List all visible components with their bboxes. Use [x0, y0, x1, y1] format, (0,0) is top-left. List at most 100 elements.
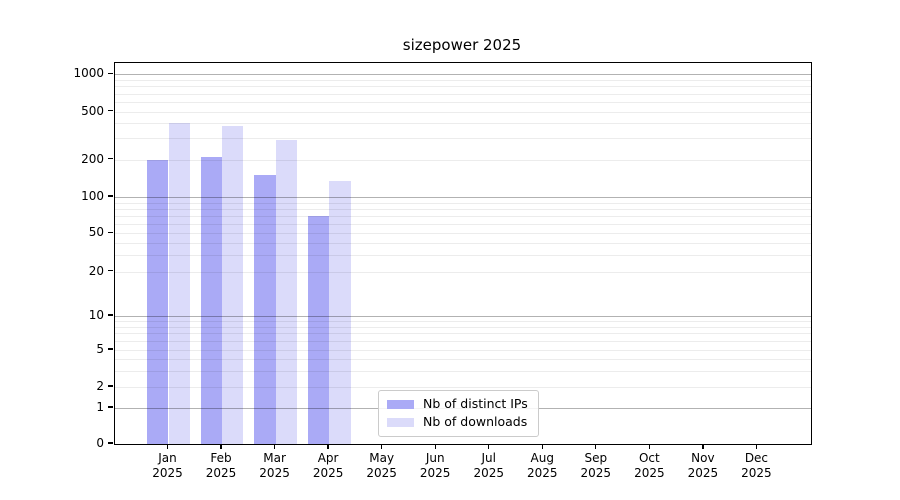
y-tick-label: 20	[88, 263, 104, 278]
plot-area	[114, 62, 812, 445]
x-tick	[755, 444, 758, 450]
minor-gridline	[115, 202, 811, 204]
x-tick-year: 2025	[687, 466, 719, 480]
legend-item-downloads: Nb of downloads	[387, 414, 528, 430]
chart-title: sizepower 2025	[402, 36, 522, 54]
x-tick	[434, 444, 436, 450]
minor-gridline	[115, 159, 811, 161]
x-tick-month: Oct	[638, 451, 660, 465]
minor-gridline	[115, 254, 811, 256]
y-tick-label: 2	[96, 379, 104, 393]
minor-gridline	[115, 208, 811, 210]
legend-label: Nb of downloads	[423, 414, 528, 429]
x-tick-label-sep: Sep 2025	[561, 451, 631, 481]
x-tick-year: 2025	[634, 466, 665, 480]
legend-label: Nb of distinct IPs	[423, 396, 528, 411]
x-tick	[220, 444, 222, 450]
bar-downloads-apr	[329, 180, 351, 444]
minor-gridline	[115, 350, 811, 351]
legend-item-distinct-ips: Nb of distinct IPs	[387, 396, 528, 412]
x-tick	[327, 444, 329, 450]
x-tick-label-mar: Mar 2025	[240, 451, 310, 481]
minor-gridline	[115, 326, 811, 328]
x-tick-year: 2025	[526, 466, 558, 480]
bar-downloads-jan	[168, 123, 190, 444]
y-tick	[108, 442, 113, 444]
x-tick	[166, 444, 169, 450]
bar-downloads-feb	[222, 126, 244, 444]
minor-gridline	[115, 101, 811, 103]
bar-downloads-mar	[275, 140, 297, 444]
y-tick-label: 200	[81, 151, 104, 166]
x-tick-label-nov: Nov 2025	[668, 451, 738, 481]
grid-layer	[115, 63, 811, 444]
y-tick-label: 500	[81, 103, 104, 118]
x-tick-year: 2025	[419, 466, 451, 480]
minor-gridline	[115, 359, 811, 360]
y-tick-label: 10	[88, 308, 104, 322]
bar-ips-jan	[147, 159, 169, 444]
minor-gridline	[115, 223, 811, 225]
x-tick-year: 2025	[259, 466, 290, 480]
minor-gridline	[115, 271, 811, 273]
minor-gridline	[115, 79, 811, 81]
x-tick-month: Jul	[481, 451, 496, 465]
minor-gridline	[115, 387, 811, 388]
y-tick	[108, 110, 113, 112]
y-tick-label: 1	[96, 400, 104, 414]
y-tick	[108, 314, 113, 316]
major-gridline	[115, 74, 811, 76]
minor-gridline	[115, 138, 811, 140]
x-tick-label-feb: Feb 2025	[186, 451, 256, 481]
x-tick-month: Apr	[317, 451, 339, 465]
bar-ips-mar	[254, 175, 276, 444]
y-tick-label: 100	[81, 189, 104, 203]
x-tick	[648, 444, 650, 450]
x-tick-label-apr: Apr 2025	[293, 451, 363, 481]
minor-gridline	[115, 111, 811, 113]
y-tick-label: 0	[96, 436, 104, 450]
x-tick-month: Aug	[530, 451, 554, 465]
major-gridline	[115, 197, 811, 198]
y-tick	[108, 406, 113, 408]
x-tick-label-jan: Jan 2025	[133, 451, 203, 481]
y-tick-label: 50	[88, 225, 104, 240]
minor-gridline	[115, 242, 811, 244]
minor-gridline	[115, 233, 811, 235]
x-tick-month: Sep	[584, 451, 608, 465]
x-tick	[273, 444, 276, 450]
x-tick-label-dec: Dec 2025	[721, 451, 791, 481]
x-tick-label-oct: Oct 2025	[614, 451, 684, 481]
x-tick-month: Feb	[210, 451, 232, 465]
x-tick	[488, 444, 490, 450]
x-tick-year: 2025	[312, 466, 344, 480]
x-tick-year: 2025	[152, 466, 183, 480]
bars-layer	[115, 63, 811, 444]
minor-gridline	[115, 370, 811, 372]
x-tick-month: Dec	[744, 451, 769, 465]
x-tick-month: Jun	[425, 451, 445, 465]
y-tick	[108, 158, 113, 160]
y-tick-label: 5	[96, 342, 104, 356]
x-tick-year: 2025	[205, 466, 237, 480]
major-gridline	[115, 316, 811, 317]
x-tick-label-jun: Jun 2025	[400, 451, 470, 481]
minor-gridline	[115, 123, 811, 125]
x-tick-label-may: May 2025	[347, 451, 417, 481]
y-tick	[108, 385, 113, 387]
y-tick	[108, 195, 113, 197]
x-tick-month: May	[369, 451, 395, 465]
x-tick-month: Nov	[691, 451, 715, 465]
legend-swatch-icon	[387, 417, 414, 427]
y-tick-label: 1000	[73, 66, 104, 81]
minor-gridline	[115, 321, 811, 323]
y-tick	[108, 72, 113, 74]
x-tick	[595, 444, 597, 450]
x-tick-label-jul: Jul 2025	[454, 451, 524, 481]
minor-gridline	[115, 341, 811, 343]
minor-gridline	[115, 215, 811, 217]
x-tick-year: 2025	[366, 466, 397, 480]
x-tick-year: 2025	[741, 466, 772, 480]
x-tick	[702, 444, 704, 450]
